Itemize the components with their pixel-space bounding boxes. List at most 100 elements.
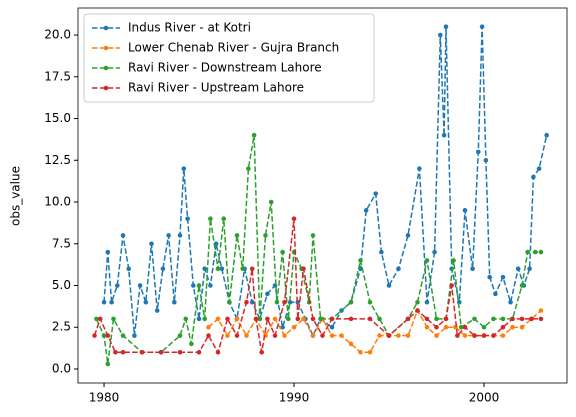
point (101, 299, 107, 305)
point (379, 249, 384, 255)
point (280, 324, 285, 330)
point (434, 324, 439, 330)
point (215, 316, 221, 322)
point (441, 132, 447, 138)
point (510, 316, 515, 322)
point (196, 349, 202, 355)
point (202, 316, 208, 322)
point (189, 341, 194, 347)
point (538, 316, 544, 322)
point (532, 249, 538, 255)
point (348, 316, 354, 322)
point (475, 149, 481, 155)
point (449, 283, 454, 288)
point (377, 333, 382, 338)
point (101, 333, 107, 338)
y-tick-label: 7.5 (52, 236, 71, 250)
point (310, 233, 316, 238)
legend-marker (103, 65, 109, 71)
legend-box (83, 13, 375, 103)
point (97, 316, 103, 322)
point (263, 233, 268, 238)
point (500, 316, 506, 322)
point (202, 266, 208, 272)
point (166, 233, 171, 238)
point (451, 258, 456, 263)
point (472, 333, 477, 338)
point (181, 166, 187, 171)
point (143, 299, 149, 305)
point (462, 324, 468, 330)
point (481, 324, 487, 330)
legend-label: Ravi River - Upstream Lahore (128, 81, 304, 95)
point (458, 324, 464, 330)
y-tick-label: 17.5 (44, 69, 71, 83)
point (462, 208, 468, 213)
point (177, 333, 183, 338)
point (240, 266, 246, 272)
y-tick-label: 10.0 (44, 195, 71, 209)
point (268, 199, 274, 205)
point (481, 333, 487, 338)
y-axis-label: obs_value (9, 166, 23, 226)
point (519, 324, 525, 330)
point (531, 174, 536, 180)
point (196, 316, 202, 322)
point (455, 333, 460, 338)
point (396, 266, 401, 272)
point (185, 216, 190, 222)
legend-marker (103, 45, 109, 51)
point (500, 274, 506, 280)
point (500, 324, 506, 330)
point (183, 316, 189, 322)
y-tick-label: 5.0 (52, 278, 71, 292)
legend-label: Ravi River - Downstream Lahore (128, 61, 322, 75)
series (94, 132, 544, 367)
point (177, 233, 183, 238)
x-tick-label: 1980 (89, 391, 120, 405)
point (396, 333, 401, 338)
point (367, 349, 373, 355)
legend-label: Lower Chenab River - Gujra Branch (128, 41, 339, 55)
point (244, 299, 249, 305)
point (253, 316, 259, 322)
point (487, 274, 492, 280)
point (158, 349, 164, 355)
point (215, 349, 221, 355)
series (206, 308, 544, 355)
point (453, 324, 458, 330)
point (367, 299, 373, 305)
point (536, 166, 542, 171)
point (405, 316, 411, 322)
point (105, 361, 111, 367)
point (109, 299, 114, 305)
point (120, 233, 126, 238)
point (415, 308, 420, 313)
point (274, 299, 280, 305)
point (339, 333, 344, 338)
point (225, 333, 230, 338)
point (287, 299, 293, 305)
point (295, 316, 301, 322)
point (424, 316, 430, 322)
point (282, 333, 287, 338)
point (215, 266, 221, 272)
plot-frame (77, 7, 568, 384)
point (272, 283, 278, 288)
point (249, 299, 255, 305)
x-tick-label: 1990 (279, 391, 310, 405)
point (479, 24, 485, 29)
point (358, 349, 363, 355)
point (251, 132, 257, 138)
point (257, 316, 263, 322)
point (329, 324, 335, 330)
point (432, 249, 437, 255)
series (92, 216, 544, 355)
point (227, 299, 232, 305)
point (483, 157, 489, 163)
point (434, 333, 439, 338)
point (405, 333, 411, 338)
point (443, 24, 449, 29)
series-line (103, 26, 548, 338)
point (208, 216, 213, 222)
